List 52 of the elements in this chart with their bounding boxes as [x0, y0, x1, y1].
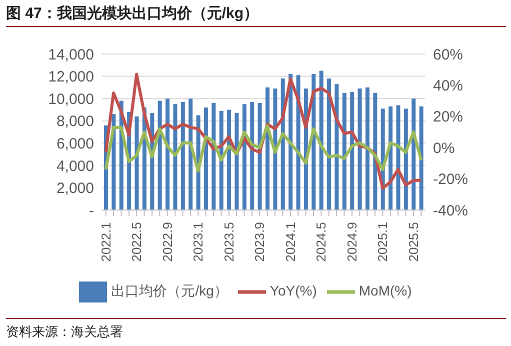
x-tick-label: 2023.1 — [190, 222, 206, 262]
bar — [327, 78, 332, 210]
bar — [373, 93, 378, 210]
y2-tick-label: 60% — [433, 46, 464, 64]
bar — [319, 70, 324, 210]
bar — [173, 104, 178, 210]
bar — [158, 100, 162, 210]
chart-title: 图 47：我国光模块出口均价（元/kg） — [6, 4, 506, 27]
y-tick-label: 8,000 — [56, 113, 94, 130]
bar — [266, 87, 270, 210]
bar — [250, 102, 254, 210]
x-tick-label: 2022.9 — [160, 222, 175, 262]
y-tick-label: 14,000 — [48, 46, 94, 64]
y2-tick-label: 40% — [433, 78, 464, 95]
bar — [358, 88, 362, 210]
y-tick-label: 4,000 — [56, 158, 94, 175]
bar — [204, 107, 208, 210]
y2-tick-label: -40% — [433, 202, 468, 220]
x-tick-label: 2024.9 — [344, 222, 360, 262]
x-tick-label: 2023.5 — [221, 222, 236, 262]
y-tick-label: 6,000 — [56, 135, 94, 152]
bar — [180, 102, 185, 210]
y2-tick-label: 0% — [433, 140, 455, 157]
y-tick-label: - — [89, 202, 94, 220]
y2-tick-label: -20% — [433, 171, 468, 188]
bar — [188, 98, 193, 210]
legend-label: YoY(%) — [270, 282, 317, 299]
bar — [212, 103, 216, 210]
x-tick-label: 2024.5 — [314, 222, 329, 262]
bar — [396, 105, 400, 210]
y-tick-label: 12,000 — [48, 68, 94, 86]
bar — [334, 84, 339, 210]
bar — [365, 87, 370, 210]
line-series — [104, 124, 423, 172]
y-tick-label: 10,000 — [48, 90, 94, 108]
y2-tick-label: 20% — [433, 108, 464, 126]
x-tick-label: 2024.1 — [282, 222, 298, 262]
x-tick-label: 2025.1 — [375, 222, 390, 262]
x-tick-label: 2023.9 — [252, 222, 268, 262]
legend-label: 出口均价（元/kg） — [111, 282, 228, 299]
bar — [419, 106, 424, 210]
bar — [342, 93, 346, 210]
x-tick-label: 2025.5 — [406, 222, 421, 262]
bar — [234, 113, 239, 210]
x-tick-label: 2022.1 — [98, 222, 114, 262]
text: 资料来源：海关总署 — [6, 318, 506, 341]
legend-label: MoM(%) — [358, 282, 412, 299]
bar — [134, 116, 139, 210]
x-tick-label: 2022.5 — [129, 222, 144, 262]
bar — [350, 92, 354, 210]
y-tick-label: 2,000 — [56, 180, 94, 198]
bar — [166, 98, 170, 210]
